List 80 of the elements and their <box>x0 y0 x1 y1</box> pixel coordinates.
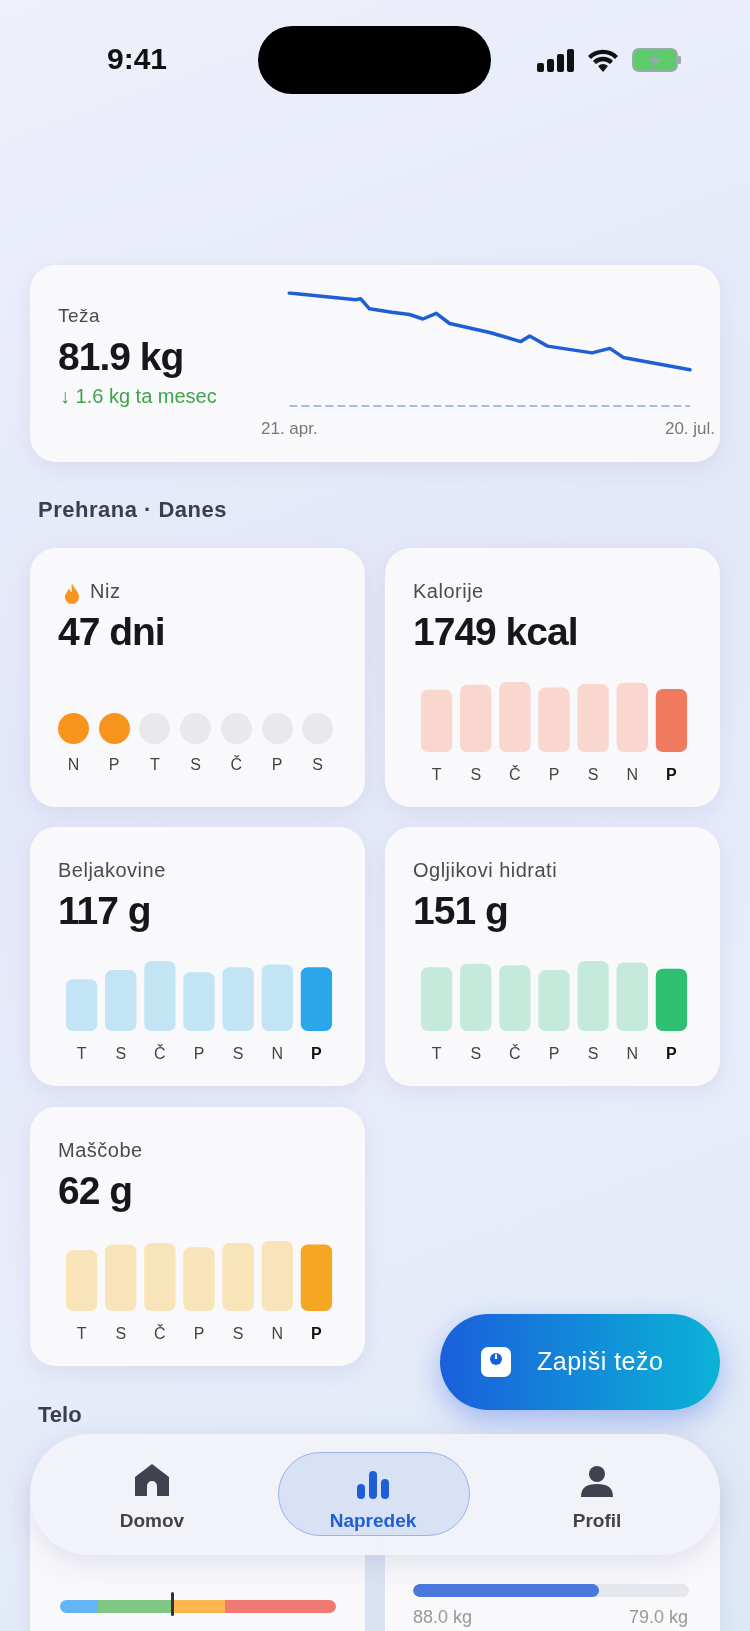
x-tick-label: S <box>587 1044 599 1062</box>
bar <box>460 963 492 1031</box>
bar <box>616 962 648 1031</box>
bar <box>261 964 293 1031</box>
text: Teža <box>58 305 101 327</box>
x-tick-label: T <box>76 1044 87 1062</box>
x-tick-label: S <box>470 765 482 783</box>
text: Zapiši težo <box>537 1347 664 1376</box>
bar <box>499 965 531 1031</box>
x-tick-label: 21. apr. <box>261 419 318 438</box>
x-tick-label: S <box>115 1044 127 1062</box>
bar <box>538 687 570 752</box>
text: 88.0 kg <box>413 1607 473 1628</box>
bar <box>144 961 176 1031</box>
x-tick-label: Č <box>154 1323 166 1342</box>
x-tick-label: P <box>548 765 560 783</box>
x-tick-label: T <box>431 765 442 783</box>
x-tick-label: S <box>232 1044 244 1062</box>
x-tick-label: 20. jul. <box>664 419 716 438</box>
x-tick-label: N <box>626 1044 639 1062</box>
bar <box>222 967 254 1031</box>
text: 9:41 <box>107 42 168 76</box>
x-tick-label: N <box>626 765 639 783</box>
bar <box>144 1243 176 1311</box>
text: 79.0 kg <box>627 1607 688 1628</box>
x-tick-label: T <box>431 1044 442 1062</box>
bar <box>65 1250 98 1311</box>
text: ↓ 1.6 kg ta mesec <box>60 385 217 408</box>
x-tick-label: Č <box>509 1043 521 1062</box>
x-tick-label: N <box>271 1324 284 1342</box>
bar <box>65 979 98 1031</box>
x-tick-label: S <box>115 1324 127 1342</box>
x-tick-label: S <box>470 1044 482 1062</box>
bar <box>420 967 453 1031</box>
text: Telo <box>38 1402 82 1428</box>
text: Domov <box>118 1510 186 1532</box>
bar <box>183 972 215 1031</box>
bar <box>105 1244 137 1311</box>
chart-subtitle: 62 g <box>58 1169 133 1213</box>
chart-title: Beljakovine <box>58 859 166 882</box>
bar <box>616 682 648 752</box>
x-tick-label: Č <box>154 1043 166 1062</box>
x-tick-label: P <box>193 1324 205 1342</box>
bar <box>261 1241 293 1311</box>
x-tick-label: S <box>587 765 599 783</box>
bar <box>183 1247 215 1311</box>
x-tick-label: P <box>193 1044 205 1062</box>
chart-title: Kalorije <box>413 580 484 603</box>
chart-title: Maščobe <box>58 1139 143 1162</box>
chart-subtitle: 151 g <box>413 889 508 933</box>
x-tick-label: P <box>666 765 678 783</box>
x-tick-label: P <box>311 1044 323 1062</box>
text: Prehrana · Danes <box>38 497 227 523</box>
text: 81.9 kg <box>58 335 184 379</box>
x-tick-label: Č <box>509 764 521 783</box>
x-tick-label: S <box>232 1324 244 1342</box>
bar <box>577 684 609 752</box>
text: 47 dni <box>58 610 165 654</box>
bar <box>460 684 492 752</box>
chart-subtitle: 117 g <box>58 889 151 933</box>
x-tick-label: T <box>76 1324 87 1342</box>
x-tick-label: P <box>666 1044 678 1062</box>
chart-subtitle: 1749 kcal <box>413 610 578 654</box>
bar <box>300 967 333 1031</box>
bar <box>222 1243 254 1311</box>
x-tick-label: P <box>548 1044 560 1062</box>
bar <box>538 970 570 1031</box>
bar <box>300 1244 333 1311</box>
text: Napredek <box>328 1510 418 1532</box>
bar <box>655 968 688 1031</box>
bar <box>499 682 531 752</box>
text: Niz <box>90 580 121 603</box>
bar <box>577 961 609 1031</box>
text: Profil <box>571 1510 623 1532</box>
bar <box>105 970 137 1031</box>
chart-title: Ogljikovi hidrati <box>413 859 558 882</box>
x-tick-label: N <box>271 1044 284 1062</box>
bar <box>655 689 688 752</box>
bar <box>420 689 453 752</box>
x-tick-label: P <box>311 1324 323 1342</box>
